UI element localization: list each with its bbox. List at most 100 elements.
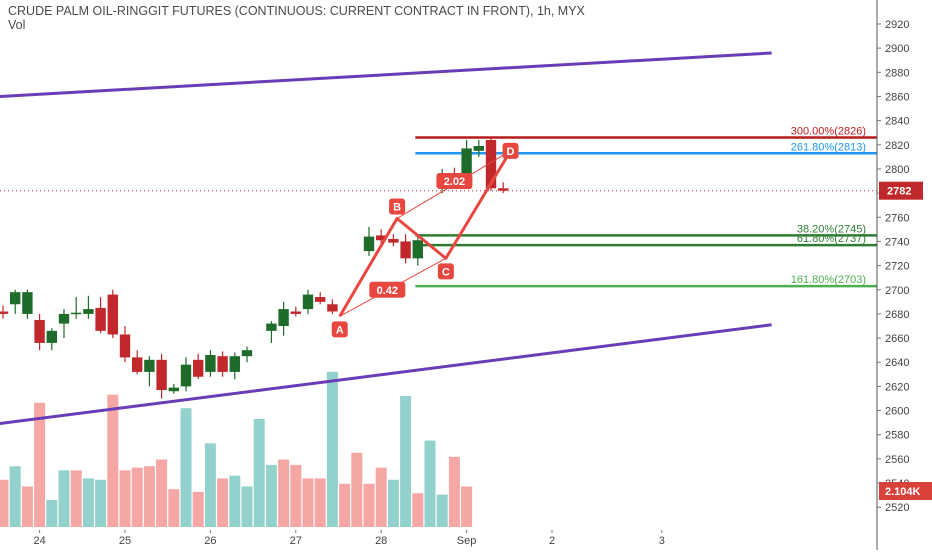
pattern-point-badge — [502, 142, 519, 159]
volume-bar — [375, 467, 387, 527]
candle — [205, 350, 216, 377]
candle — [193, 353, 204, 380]
plot-area: 300.00%(2826) 261.80%(2813) 38.20%(2745)61… — [0, 51, 877, 527]
volume-bar — [58, 470, 70, 527]
candle — [95, 297, 106, 334]
pattern-ratio-label: 0.42 — [369, 281, 406, 298]
time-axis: 24 25 26 27 28 Sep 2 3 — [33, 530, 665, 547]
volume-bar — [278, 459, 290, 527]
candle-body — [193, 359, 204, 377]
volume-bar — [168, 489, 180, 527]
time-axis-label: Sep — [457, 535, 477, 547]
pattern-ratio-label: 2.02 — [436, 173, 473, 190]
volume-bar — [131, 467, 143, 527]
candle — [10, 289, 21, 314]
candle-body — [107, 294, 118, 335]
volume-bar — [290, 464, 302, 527]
candle-body — [168, 387, 179, 392]
volume-bar — [400, 396, 412, 527]
last-price-badge: 2782 — [879, 181, 923, 200]
candle — [168, 383, 179, 394]
volume-bar — [424, 440, 436, 527]
candle — [302, 289, 314, 314]
volume-bar — [339, 483, 351, 527]
candle — [107, 289, 118, 339]
price-axis-label: 2740 — [885, 236, 909, 248]
fib-level-label: 61.80%(2737) — [797, 233, 866, 245]
volume-bar — [217, 478, 229, 527]
volume-bar — [143, 466, 155, 527]
volume-bar — [229, 475, 241, 527]
candle-body — [315, 297, 326, 302]
ratio-text: 2.02 — [444, 176, 465, 188]
candle — [461, 139, 472, 179]
last-price-text: 2782 — [887, 186, 911, 198]
last-price-badge-bg — [879, 181, 923, 200]
price-axis-label: 2860 — [885, 91, 909, 103]
candle — [156, 353, 167, 399]
price-axis-label: 2820 — [885, 140, 909, 152]
candle — [217, 351, 228, 377]
volume-bar — [95, 479, 107, 527]
volume-bar — [436, 494, 448, 527]
volume-bar — [314, 478, 326, 527]
candle — [83, 295, 94, 319]
candle-body — [376, 235, 387, 241]
volume-bar — [119, 470, 131, 527]
volume-bar — [302, 478, 314, 527]
candle-body — [119, 334, 131, 358]
pattern-point-text: A — [336, 324, 344, 336]
candle — [388, 234, 399, 247]
price-axis-label: 2620 — [885, 381, 909, 393]
ratio-badge — [369, 281, 406, 298]
volume-bar — [265, 464, 277, 527]
time-axis-label: 25 — [119, 535, 131, 547]
price-axis-label: 2520 — [885, 502, 909, 514]
candle-body — [388, 239, 399, 243]
pattern-point-badge — [389, 198, 406, 215]
volume-bar — [253, 419, 265, 527]
volume-bar — [156, 459, 168, 527]
pattern-point-text: C — [442, 266, 450, 278]
candle-body — [156, 359, 167, 391]
candle — [46, 328, 57, 351]
volume-bar — [82, 478, 94, 527]
price-axis-label: 2900 — [885, 43, 909, 55]
volume-bar — [363, 483, 375, 527]
candle-body — [58, 313, 70, 324]
candle-body — [473, 146, 484, 151]
ratio-text: 0.42 — [377, 285, 398, 297]
volume-bar — [70, 470, 82, 527]
volume-bar — [241, 486, 253, 527]
candle — [241, 346, 253, 363]
candle-body — [278, 309, 289, 326]
candle-body — [498, 188, 509, 191]
volume-bar — [351, 452, 363, 527]
price-axis-label: 2760 — [885, 212, 909, 224]
volume-bar — [204, 443, 216, 527]
volume-bar — [448, 456, 460, 527]
volume-bar — [326, 371, 338, 527]
upper-channel-line — [0, 51, 772, 98]
price-axis-label: 2660 — [885, 333, 909, 345]
volume-badge-bg — [879, 482, 932, 500]
price-axis-label: 2840 — [885, 116, 909, 128]
pattern-point-label: B — [389, 198, 406, 215]
candle-body — [144, 359, 155, 372]
price-axis-label: 2920 — [885, 19, 909, 31]
price-axis-label: 2720 — [885, 261, 909, 273]
pattern-point-label: D — [502, 142, 519, 159]
candle — [315, 292, 326, 305]
price-axis-label: 2640 — [885, 357, 909, 369]
fib-level-label: 261.80%(2813) — [791, 141, 866, 153]
volume-bar — [412, 493, 424, 527]
volume-bar — [107, 394, 119, 527]
pattern-point-badge — [437, 263, 454, 280]
lower-channel-line — [0, 323, 772, 426]
volume-badge-text: 2.104K — [885, 486, 921, 498]
candle — [34, 313, 45, 351]
candle-body — [229, 356, 240, 372]
price-axis-label: 2700 — [885, 285, 909, 297]
